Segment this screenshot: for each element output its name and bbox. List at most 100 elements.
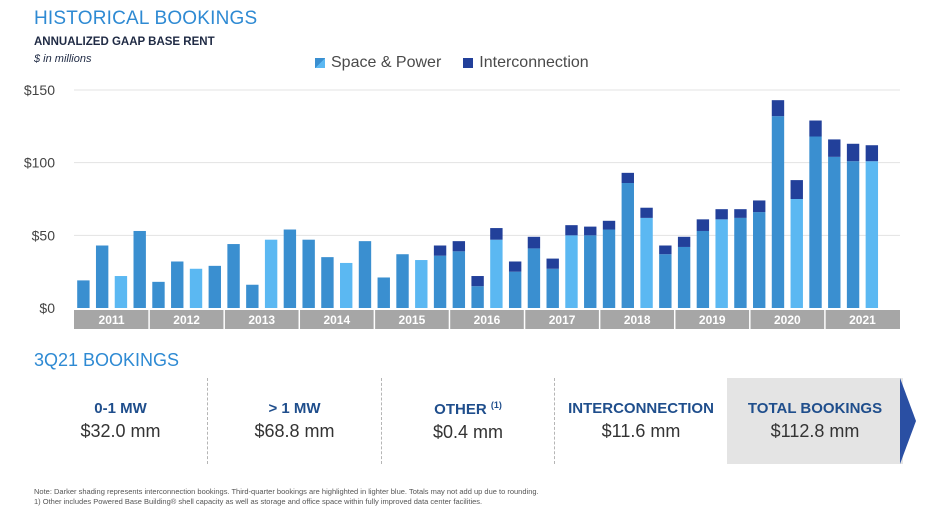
bar-interconnection <box>546 258 559 269</box>
bar-space-power <box>527 248 541 308</box>
tile-total-value: $112.8 mm <box>770 421 860 441</box>
bar-interconnection <box>602 220 616 230</box>
tile-interconnection: INTERCONNECTION $11.6 mm <box>555 378 727 464</box>
bar-interconnection <box>621 172 634 184</box>
x-tick-label: 2013 <box>248 313 275 327</box>
bar-space-power <box>377 277 390 308</box>
bar-interconnection <box>865 145 879 162</box>
tile-0-1-mw: 0-1 MW $32.0 mm <box>34 378 208 464</box>
chart-subtitle: ANNUALIZED GAAP BASE RENT <box>34 36 215 48</box>
tile-other: OTHER (1) $0.4 mm <box>382 378 555 464</box>
bar-interconnection <box>809 120 822 137</box>
footnote-line-2: 1) Other includes Powered Base Building®… <box>34 497 483 506</box>
bar-interconnection <box>734 209 747 218</box>
x-tick-label: 2019 <box>699 313 726 327</box>
bar-space-power <box>771 116 785 308</box>
bar-space-power <box>715 219 728 308</box>
bar-space-power <box>171 261 184 308</box>
tile-over-1-mw: > 1 MW $68.8 mm <box>208 378 382 464</box>
chart-legend: Space & Power Interconnection <box>315 54 611 72</box>
tile-interconnection-label: INTERCONNECTION <box>568 400 714 417</box>
tile-total-bookings: TOTAL BOOKINGS $112.8 mm <box>727 378 903 464</box>
y-tick-label: $0 <box>39 300 55 316</box>
y-tick-label: $100 <box>24 155 55 171</box>
tile-other-label-wrap: OTHER (1) <box>434 400 502 418</box>
bar-interconnection <box>471 276 484 287</box>
x-tick-label: 2015 <box>399 313 426 327</box>
bar-interconnection <box>715 209 728 220</box>
bar-space-power <box>471 286 484 308</box>
bar-space-power <box>340 262 353 308</box>
bar-space-power <box>809 136 822 308</box>
bar-space-power <box>677 246 691 308</box>
units-label: $ in millions <box>34 53 92 65</box>
x-tick-label: 2021 <box>849 313 876 327</box>
bar-space-power <box>396 254 409 308</box>
legend-item-space-power: Space & Power <box>315 54 441 72</box>
x-axis-band <box>74 310 900 329</box>
y-tick-label: $50 <box>32 227 56 243</box>
bar-space-power <box>790 199 803 308</box>
bar-space-power <box>828 156 841 308</box>
tile-0-1-mw-label: 0-1 MW <box>94 400 147 417</box>
bar-interconnection <box>659 245 672 255</box>
bar-interconnection <box>508 261 522 272</box>
bar-space-power <box>95 245 109 308</box>
tile-other-footnote: (1) <box>490 399 502 410</box>
tile-interconnection-value: $11.6 mm <box>601 421 681 441</box>
bar-space-power <box>321 257 334 308</box>
x-tick-label: 2012 <box>173 313 200 327</box>
bar-space-power <box>152 281 165 308</box>
legend-label-interconnection: Interconnection <box>479 54 589 71</box>
bookings-bar-chart: $0 $50 $100 $150 2011 2012 2013 2014 2015 2016 201… <box>24 82 900 329</box>
bar-space-power <box>302 239 315 308</box>
x-tick-label: 2016 <box>474 313 501 327</box>
bar-interconnection <box>584 226 597 236</box>
y-tick-label: $150 <box>24 82 55 98</box>
bar-space-power <box>753 212 766 308</box>
bar-space-power <box>846 161 860 308</box>
x-tick-label: 2018 <box>624 313 651 327</box>
bar-space-power <box>283 229 297 308</box>
bar-space-power <box>77 280 90 308</box>
tile-0-1-mw-value: $32.0 mm <box>80 421 161 441</box>
bar-space-power <box>114 276 128 308</box>
bar-interconnection <box>828 139 841 157</box>
bar-interconnection <box>790 180 803 199</box>
bar-interconnection <box>771 100 785 117</box>
tile-over-1-mw-value: $68.8 mm <box>254 421 335 441</box>
bar-interconnection <box>753 200 766 213</box>
bar-interconnection <box>696 219 710 231</box>
bar-space-power <box>584 235 597 308</box>
bar-interconnection <box>452 241 466 252</box>
bar-interconnection <box>640 207 653 218</box>
chevron-right-icon <box>900 378 916 464</box>
bar-space-power <box>264 239 278 308</box>
legend-swatch-space-power <box>315 58 325 68</box>
bar-space-power <box>358 241 372 308</box>
chart-title: HISTORICAL BOOKINGS <box>34 8 258 29</box>
x-tick-label: 2011 <box>99 313 125 327</box>
bar-space-power <box>546 268 559 308</box>
bar-space-power <box>490 239 503 308</box>
bar-space-power <box>433 255 447 308</box>
bar-space-power <box>565 235 578 308</box>
bookings-section-title: 3Q21 BOOKINGS <box>34 350 180 370</box>
bar-interconnection <box>565 225 578 236</box>
tile-total-label: TOTAL BOOKINGS <box>747 400 883 417</box>
tile-over-1-mw-label: > 1 MW <box>268 400 321 417</box>
bar-interconnection <box>846 143 860 162</box>
bar-space-power <box>246 284 259 308</box>
tile-other-label: OTHER <box>434 400 487 418</box>
bar-space-power <box>133 230 146 308</box>
bar-space-power <box>452 251 466 308</box>
bar-space-power <box>415 260 428 308</box>
footnotes: Note: Darker shading represents intercon… <box>34 487 539 507</box>
legend-swatch-interconnection <box>463 58 474 68</box>
bookings-tiles: 0-1 MW $32.0 mm > 1 MW $68.8 mm OTHER (1… <box>34 378 912 464</box>
footnote-line-1: Note: Darker shading represents intercon… <box>34 487 539 496</box>
bar-space-power <box>602 229 616 308</box>
bar-space-power <box>621 183 634 308</box>
bar-interconnection <box>527 236 541 249</box>
x-tick-label: 2017 <box>549 313 576 327</box>
